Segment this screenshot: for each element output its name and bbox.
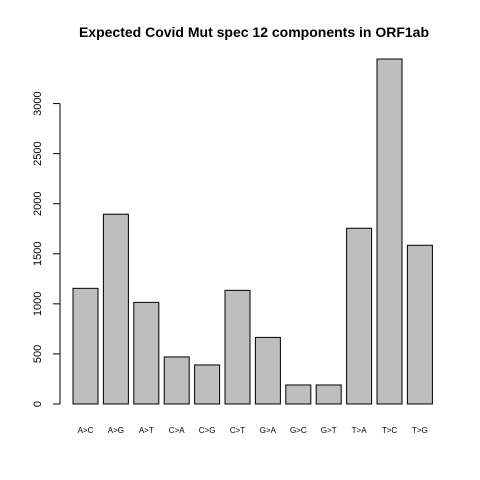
chart-title: Expected Covid Mut spec 12 components in…: [79, 24, 429, 40]
bar-C>G: [194, 364, 221, 405]
y-tick-label: 0: [32, 401, 44, 407]
bar-T>A: [346, 227, 373, 405]
x-category-label: C>A: [169, 426, 185, 435]
bar-G>C: [285, 384, 312, 405]
bar-A>T: [133, 301, 160, 405]
x-category-label: C>G: [199, 426, 216, 435]
bar-C>T: [224, 289, 251, 405]
y-tick-label: 2500: [32, 141, 44, 165]
x-category-label: T>G: [412, 426, 428, 435]
y-tick-label: 3000: [32, 91, 44, 115]
bar-T>G: [406, 244, 433, 405]
bar-A>C: [72, 287, 99, 405]
x-labels: A>C A>G A>T C>A C>G C>T G>A G>C G>T T>A T>C T>G: [78, 426, 428, 435]
x-category-label: C>T: [230, 426, 245, 435]
bars: [72, 58, 433, 405]
x-category-label: A>G: [108, 426, 124, 435]
y-tick-label: 1000: [32, 292, 44, 316]
x-category-label: G>A: [260, 426, 277, 435]
y-axis: 0 500 1000 1500 2000 2500 3000: [32, 91, 61, 407]
y-tick-label: 2000: [32, 191, 44, 215]
y-tick-label: 500: [32, 345, 44, 363]
x-category-label: G>C: [290, 426, 307, 435]
bar-C>A: [163, 356, 190, 405]
x-category-label: A>T: [139, 426, 154, 435]
y-tick-label: 1500: [32, 242, 44, 266]
x-category-label: T>C: [382, 426, 398, 435]
x-category-label: G>T: [321, 426, 337, 435]
bar-G>A: [254, 336, 281, 405]
x-category-label: T>A: [352, 426, 368, 435]
bar-A>G: [102, 213, 129, 405]
bar-T>C: [376, 58, 403, 405]
bar-G>T: [315, 384, 342, 405]
x-category-label: A>C: [78, 426, 94, 435]
